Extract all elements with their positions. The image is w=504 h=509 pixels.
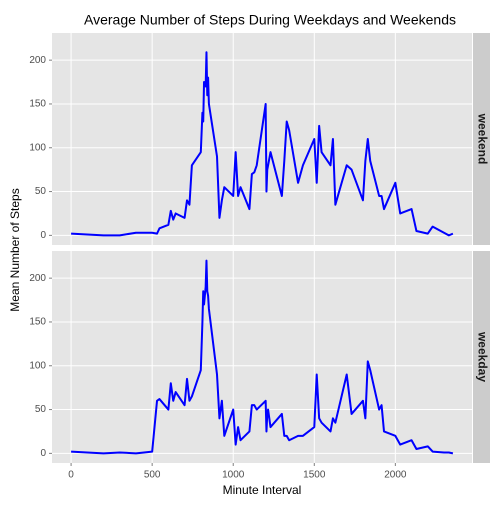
y-tick-label: 0 (40, 230, 46, 241)
x-tick-label: 2000 (384, 470, 407, 481)
strip-label: weekday (475, 331, 489, 382)
panel-background (52, 251, 472, 463)
y-tick-label: 50 (35, 186, 47, 197)
y-tick-label: 100 (29, 142, 46, 153)
x-tick-label: 1000 (222, 470, 245, 481)
chart-title: Average Number of Steps During Weekdays … (84, 12, 456, 28)
series-line (71, 51, 454, 237)
y-tick-label: 150 (29, 317, 46, 328)
y-tick-label: 200 (29, 273, 46, 284)
y-axis-title: Mean Number of Steps (8, 188, 22, 311)
x-axis-title: Minute Interval (223, 483, 302, 497)
y-tick-label: 100 (29, 360, 46, 371)
y-tick-label: 0 (40, 448, 46, 459)
strip-label: weekend (475, 113, 489, 165)
panel-background (52, 33, 472, 245)
x-tick-label: 1500 (303, 470, 326, 481)
strip-background (473, 251, 490, 463)
series-line (71, 259, 454, 455)
x-tick-label: 500 (144, 470, 161, 481)
y-tick-label: 50 (35, 404, 47, 415)
strip-background (473, 33, 490, 245)
x-tick-label: 0 (68, 470, 74, 481)
y-tick-label: 200 (29, 55, 46, 66)
y-tick-label: 150 (29, 99, 46, 110)
